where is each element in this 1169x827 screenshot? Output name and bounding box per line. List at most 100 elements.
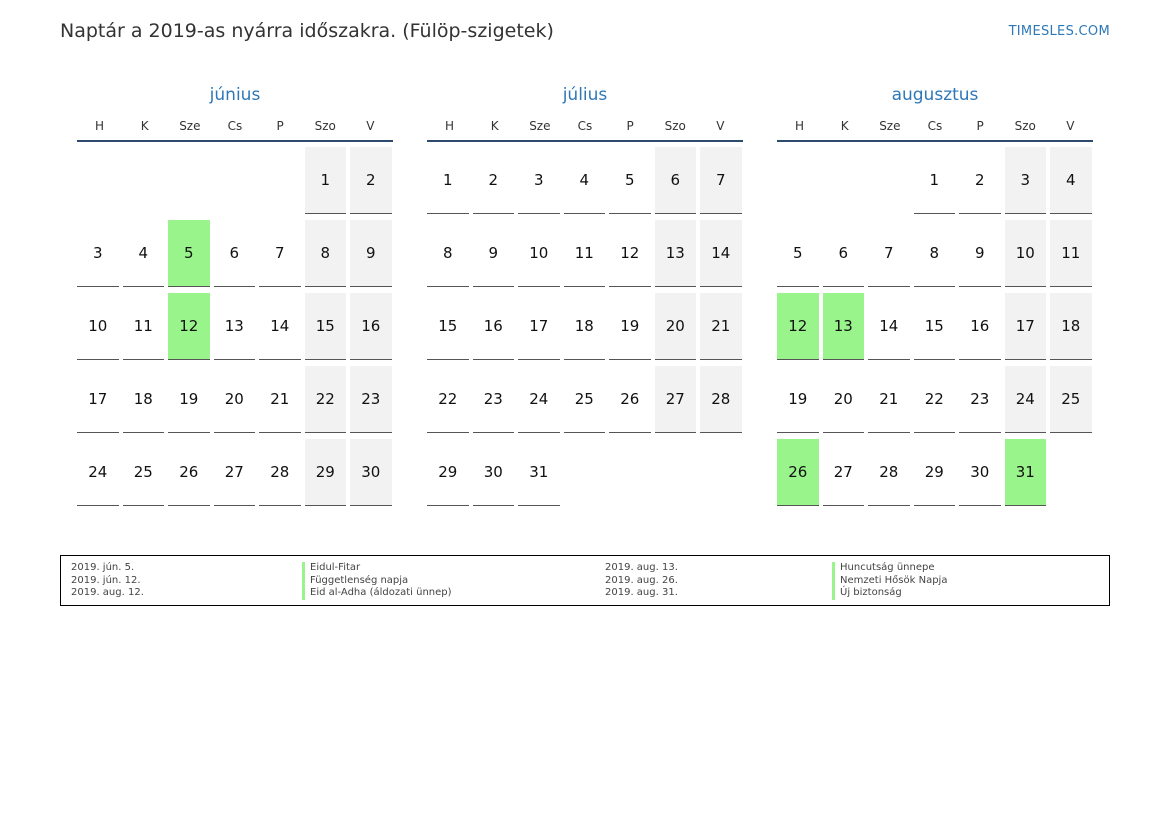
weekday-label: Sze <box>879 119 901 133</box>
day-cell: 4 <box>1050 147 1092 214</box>
weekday-label: Szo <box>664 119 686 133</box>
day-cell: 2 <box>472 147 514 214</box>
day-cell: 23 <box>472 366 514 433</box>
day-cell: 11 <box>1050 220 1092 287</box>
weekday-label: Cs <box>227 119 243 133</box>
day-cell: 22 <box>304 366 346 433</box>
weekday-header: H K Sze Cs P Szo V <box>777 118 1093 142</box>
weekday-label: K <box>140 119 149 133</box>
month-name: június <box>209 85 261 105</box>
day-cell: 24 <box>518 366 560 433</box>
day-cell: 17 <box>518 293 560 360</box>
day-cell: 14 <box>868 293 910 360</box>
day-cell: 15 <box>427 293 469 360</box>
page-title: Naptár a 2019-as nyárra időszakra. (Fülö… <box>60 20 554 42</box>
day-cell: 21 <box>868 366 910 433</box>
holiday-legend: 2019. jún. 5. 2019. jún. 12. 2019. aug. 12… <box>60 555 1110 606</box>
day-cell: 8 <box>913 220 955 287</box>
weekday-header: H K Sze Cs P Szo V <box>427 118 743 142</box>
day-cell: 8 <box>304 220 346 287</box>
day-cell: 7 <box>868 220 910 287</box>
day-grid: 1 2 3 4 5 6 7 8 9 10 11 12 13 14 15 16 17 18 19 20 21 22 23 24 2… <box>77 147 393 512</box>
day-cell: 1 <box>304 147 346 214</box>
day-cell: 28 <box>259 439 301 506</box>
day-cell: 24 <box>1004 366 1046 433</box>
day-cell: 22 <box>913 366 955 433</box>
month-calendar-june: június H K Sze Cs P Szo V 1 2 3 4 5 6 7 8 9 10 11 12 13 14 15 1… <box>77 84 393 512</box>
day-cell: 1 <box>913 147 955 214</box>
day-cell: 9 <box>472 220 514 287</box>
day-cell: 25 <box>122 439 164 506</box>
weekday-label: P <box>976 119 984 133</box>
day-cell: 16 <box>472 293 514 360</box>
holiday-day-cell: 12 <box>168 293 210 360</box>
day-cell: 18 <box>122 366 164 433</box>
day-cell: 15 <box>304 293 346 360</box>
day-cell: 14 <box>259 293 301 360</box>
weekday-label: Sze <box>529 119 551 133</box>
weekday-label: K <box>840 119 849 133</box>
day-cell: 14 <box>700 220 742 287</box>
day-cell: 16 <box>350 293 392 360</box>
day-cell: 25 <box>563 366 605 433</box>
weekday-label: K <box>490 119 499 133</box>
weekday-label: P <box>276 119 284 133</box>
brand-link[interactable]: TIMESLES.COM <box>1008 24 1110 39</box>
day-cell: 6 <box>213 220 255 287</box>
legend-holiday-name: Függetlenség napja <box>302 574 452 587</box>
day-cell: 20 <box>654 293 696 360</box>
day-cell: 13 <box>213 293 255 360</box>
legend-holiday-date: 2019. jún. 5. <box>71 562 135 573</box>
day-cell: 10 <box>1004 220 1046 287</box>
day-cell: 24 <box>77 439 119 506</box>
day-cell: 17 <box>1004 293 1046 360</box>
day-cell: 5 <box>777 220 819 287</box>
day-cell: 12 <box>609 220 651 287</box>
day-cell: 26 <box>609 366 651 433</box>
day-cell: 4 <box>563 147 605 214</box>
day-cell: 1 <box>427 147 469 214</box>
day-cell: 3 <box>77 220 119 287</box>
day-cell: 6 <box>822 220 864 287</box>
day-cell: 23 <box>350 366 392 433</box>
day-cell: 10 <box>518 220 560 287</box>
legend-holiday-name: Huncutság ünnepe <box>832 562 947 575</box>
day-cell: 27 <box>822 439 864 506</box>
day-cell: 6 <box>654 147 696 214</box>
legend-dates-left: 2019. jún. 5. 2019. jún. 12. 2019. aug. 12… <box>71 562 144 600</box>
day-cell: 2 <box>350 147 392 214</box>
day-cell: 28 <box>868 439 910 506</box>
day-cell: 10 <box>77 293 119 360</box>
legend-holiday-date: 2019. aug. 12. <box>71 587 144 598</box>
legend-holiday-name: Eidul-Fitar <box>302 562 452 575</box>
day-cell: 9 <box>959 220 1001 287</box>
day-cell: 19 <box>777 366 819 433</box>
holiday-day-cell: 26 <box>777 439 819 506</box>
day-cell: 29 <box>427 439 469 506</box>
day-cell: 9 <box>350 220 392 287</box>
legend-dates-right: 2019. aug. 13. 2019. aug. 26. 2019. aug. 3… <box>605 562 678 600</box>
legend-holiday-name: Eid al-Adha (áldozati ünnep) <box>302 587 452 600</box>
weekday-label: H <box>795 119 805 133</box>
day-cell: 18 <box>563 293 605 360</box>
legend-holiday-date: 2019. aug. 13. <box>605 562 678 573</box>
weekday-label: V <box>716 119 725 133</box>
day-cell: 22 <box>427 366 469 433</box>
weekday-label: H <box>95 119 105 133</box>
month-calendar-august: augusztus H K Sze Cs P Szo V 1 2 3 4 5 6 7 8 9 10 11 12 13 14… <box>777 84 1093 512</box>
day-cell: 17 <box>77 366 119 433</box>
weekday-label: H <box>445 119 455 133</box>
legend-holiday-date: 2019. aug. 31. <box>605 587 678 598</box>
day-cell: 19 <box>609 293 651 360</box>
day-cell: 3 <box>1004 147 1046 214</box>
day-cell: 11 <box>563 220 605 287</box>
day-cell: 20 <box>213 366 255 433</box>
day-cell: 27 <box>213 439 255 506</box>
day-cell: 18 <box>1050 293 1092 360</box>
month-calendar-july: július H K Sze Cs P Szo V 1 2 3 4 5 6 7 8 9 10 11 12 13 14 15 1… <box>427 84 743 512</box>
day-cell: 30 <box>959 439 1001 506</box>
day-cell: 20 <box>822 366 864 433</box>
day-cell: 19 <box>168 366 210 433</box>
legend-holiday-date: 2019. jún. 12. <box>71 574 141 586</box>
weekday-label: Sze <box>179 119 201 133</box>
